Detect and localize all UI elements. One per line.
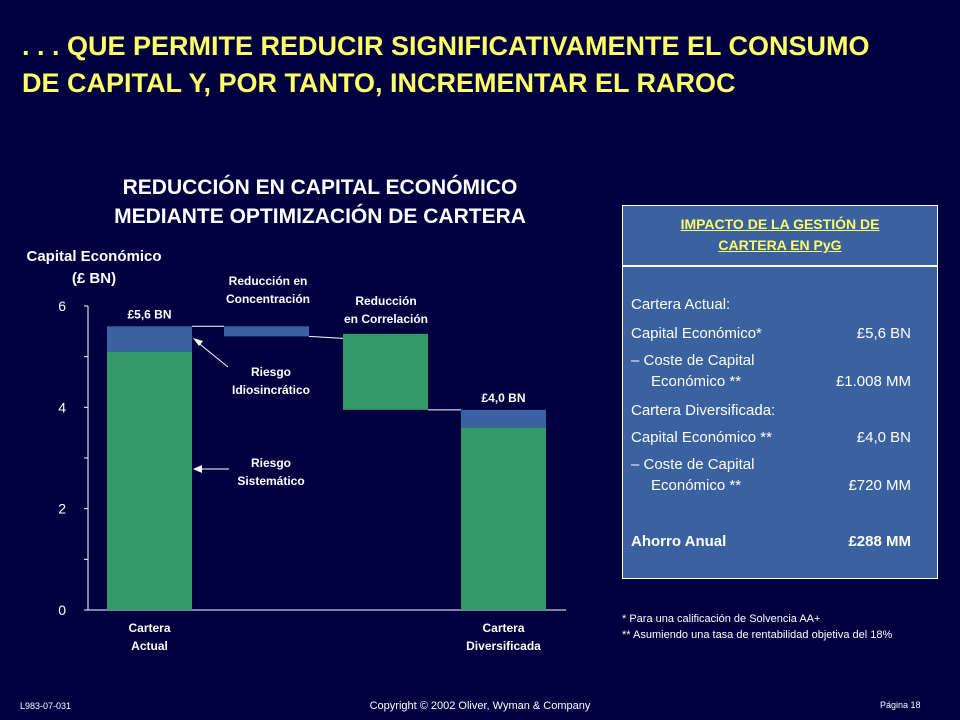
- category-label: Diversificada: [466, 639, 541, 653]
- actual-capital-label: Capital Económico*: [631, 325, 762, 342]
- saving-value: £288 MM: [848, 533, 911, 550]
- div-capital-row: Capital Económico ** £4,0 BN: [631, 427, 911, 448]
- bar-segment: [461, 427, 546, 610]
- annotation-riesgo-sistematico: Sistemático: [237, 474, 304, 488]
- annotation-reduccion-correlacion: en Correlación: [344, 312, 428, 326]
- category-label: Actual: [131, 639, 168, 653]
- footnotes: * Para una calificación de Solvencia AA+…: [622, 611, 952, 643]
- bar-segment: [224, 326, 309, 337]
- actual-cost-row: – Coste de Capital Económico ** £1.008 M…: [631, 350, 911, 392]
- div-cost-row: – Coste de Capital Económico ** £720 MM: [631, 454, 911, 496]
- annotation-riesgo-idiosincratico: Riesgo: [251, 365, 291, 379]
- actual-heading-label: Cartera Actual:: [631, 296, 731, 313]
- slide-title-line-2: DE CAPITAL Y, POR TANTO, INCREMENTAR EL …: [22, 68, 736, 98]
- actual-capital-row: Capital Económico* £5,6 BN: [631, 323, 911, 344]
- annotation-reduccion-concentracion: Concentración: [226, 292, 310, 306]
- y-axis-label: Capital Económico (£ BN): [4, 246, 184, 290]
- panel-header-line-2: CARTERA EN PyG: [718, 237, 842, 253]
- bar-segment: [107, 326, 192, 352]
- div-capital-label: Capital Económico **: [631, 429, 772, 446]
- y-tick-label: 6: [58, 298, 66, 314]
- idiosyncratic-arrowhead-icon: [193, 338, 203, 346]
- actual-cost-label-1: – Coste de Capital: [631, 352, 755, 369]
- annotation-reduccion-correlacion: Reducción: [355, 294, 416, 308]
- category-label: Cartera: [482, 621, 524, 635]
- actual-cost-label-2: Económico **: [651, 373, 742, 390]
- y-axis-label-line-2: (£ BN): [71, 270, 117, 287]
- bar-segment: [107, 351, 192, 610]
- actual-cost-value: £1.008 MM: [835, 373, 911, 390]
- chart-title-line-1: REDUCCIÓN EN CAPITAL ECONÓMICO: [122, 176, 518, 199]
- actual-heading: Cartera Actual:: [631, 294, 911, 315]
- doc-id: L983-07-031: [20, 701, 72, 711]
- saving-row: Ahorro Anual £288 MM: [631, 531, 911, 552]
- page-number: Página 18: [880, 700, 921, 710]
- y-axis-label-line-1: Capital Económico: [26, 248, 162, 265]
- footnote-1: * Para una calificación de Solvencia AA+: [622, 613, 821, 625]
- bar-segment: [343, 333, 428, 410]
- actual-capital-value: £5,6 BN: [856, 325, 911, 342]
- waterfall-chart: 0 2 4 6 £5,6 BN Cartera Actual £4,0 BN Cartera Di…: [58, 274, 566, 653]
- idiosyncratic-arrow-line: [195, 340, 229, 368]
- annotation-riesgo-sistematico: Riesgo: [251, 456, 291, 470]
- div-cost-value: £720 MM: [848, 477, 911, 494]
- div-cost-label-2: Económico **: [651, 477, 742, 494]
- saving-label: Ahorro Anual: [631, 533, 727, 550]
- div-heading-label: Cartera Diversificada:: [631, 402, 776, 419]
- chart-title-line-2: MEDIANTE OPTIMIZACIÓN DE CARTERA: [114, 205, 526, 228]
- bar-value-label: £5,6 BN: [127, 307, 171, 321]
- slide-title: . . . QUE PERMITE REDUCIR SIGNIFICATIVAM…: [22, 28, 952, 102]
- div-capital-value: £4,0 BN: [856, 429, 911, 446]
- bar-segment: [461, 409, 546, 428]
- panel-header-line-1: IMPACTO DE LA GESTIÓN DE: [680, 216, 880, 232]
- div-cost-label-1: – Coste de Capital: [631, 456, 755, 473]
- connector-line: [308, 335, 344, 339]
- y-tick-label: 0: [58, 602, 66, 618]
- copyright: Copyright © 2002 Oliver, Wyman & Company: [369, 700, 591, 712]
- annotation-riesgo-idiosincratico: Idiosincrático: [232, 383, 310, 397]
- systematic-arrowhead-icon: [193, 465, 202, 473]
- pyg-impact-panel: IMPACTO DE LA GESTIÓN DE CARTERA EN PyG …: [622, 205, 938, 579]
- category-label: Cartera: [128, 621, 170, 635]
- footnote-2: ** Asumiendo una tasa de rentabilidad ob…: [622, 629, 893, 641]
- chart-title: REDUCCIÓN EN CAPITAL ECONÓMICO MEDIANTE …: [60, 173, 580, 231]
- y-tick-label: 2: [58, 501, 66, 517]
- bar-value-label: £4,0 BN: [481, 391, 525, 405]
- y-tick-label: 4: [58, 399, 66, 415]
- annotation-reduccion-concentracion: Reducción en: [229, 274, 308, 288]
- panel-header: IMPACTO DE LA GESTIÓN DE CARTERA EN PyG: [623, 206, 937, 267]
- slide-title-line-1: . . . QUE PERMITE REDUCIR SIGNIFICATIVAM…: [22, 31, 870, 61]
- div-heading: Cartera Diversificada:: [631, 400, 911, 421]
